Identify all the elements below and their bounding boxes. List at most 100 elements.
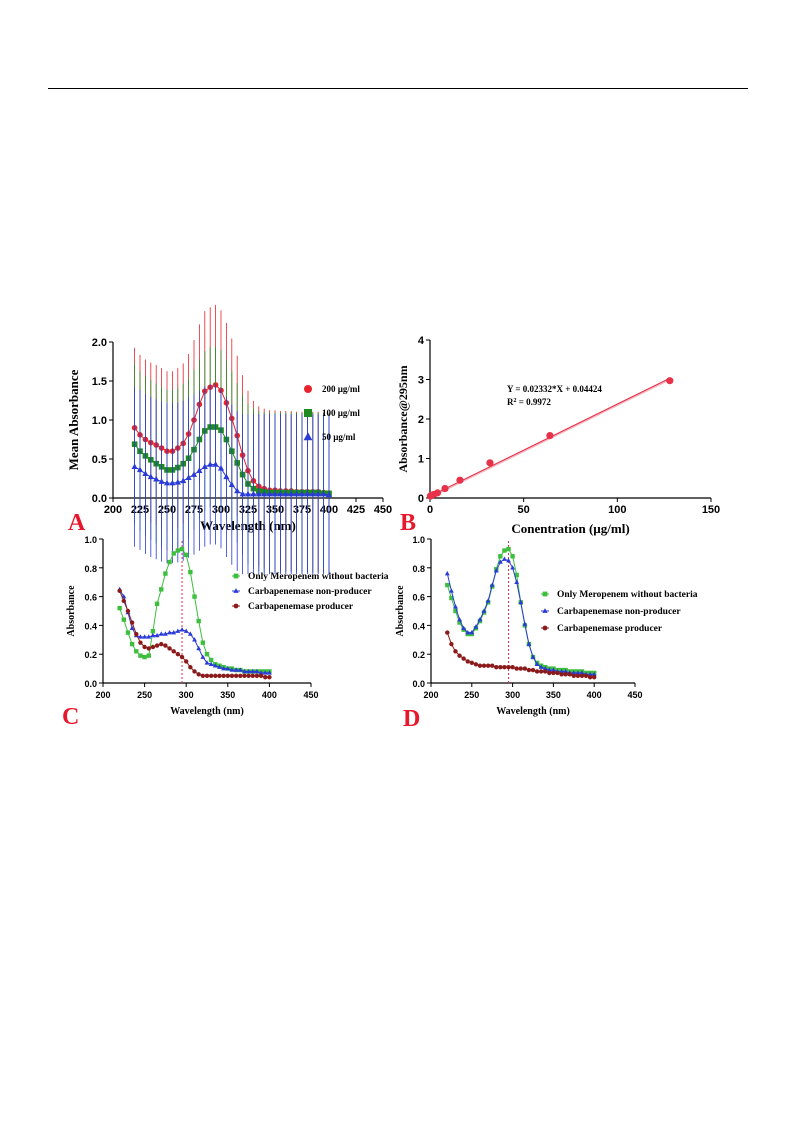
data-point <box>510 565 516 570</box>
data-point <box>200 673 206 678</box>
data-point <box>551 670 556 676</box>
data-point <box>142 470 149 477</box>
data-point <box>217 673 222 678</box>
data-point <box>267 675 272 680</box>
series-data <box>426 377 674 500</box>
y-tick-label: 1.0 <box>412 535 425 545</box>
data-point <box>538 664 544 669</box>
legend-label: Carbapenemase non-producer <box>248 587 372 597</box>
data-point <box>457 617 462 622</box>
legend-label: 200 µg/ml <box>322 384 360 394</box>
data-point <box>271 490 279 497</box>
data-point <box>207 461 214 467</box>
data-point <box>481 608 487 613</box>
data-point <box>473 662 479 667</box>
legend-label: Only Meropenem without bacteria <box>248 572 389 582</box>
y-tick-label: 3 <box>418 375 424 387</box>
legend-marker <box>233 588 239 593</box>
data-point <box>449 595 454 601</box>
data-point <box>263 675 268 680</box>
data-point <box>167 559 172 565</box>
data-point <box>563 672 568 677</box>
x-tick-label: 450 <box>303 690 318 700</box>
data-point <box>180 477 187 484</box>
data-point <box>184 659 189 664</box>
r-squared-label: R2 = 0.9972 <box>507 397 551 407</box>
data-point <box>587 671 593 677</box>
data-point <box>212 461 219 467</box>
data-point <box>477 663 483 668</box>
data-point <box>510 554 515 559</box>
x-axis-label: Conentration (µg/ml) <box>511 521 629 536</box>
panel-letter-c: C <box>62 704 79 730</box>
data-point <box>200 640 206 645</box>
x-axis-label: Wavelength (nm) <box>170 706 244 717</box>
data-point <box>228 481 235 487</box>
data-point <box>469 629 475 635</box>
data-point <box>204 652 210 657</box>
data-point <box>555 670 560 676</box>
data-point <box>494 664 499 670</box>
data-point <box>117 588 122 594</box>
data-point <box>583 673 589 678</box>
x-tick-label: 0 <box>427 504 433 516</box>
data-point <box>162 631 168 636</box>
data-point <box>121 617 126 622</box>
data-point <box>309 490 316 497</box>
legend-label: Carbapenemase non-producer <box>557 607 681 617</box>
x-tick-label: 200 <box>423 690 438 700</box>
data-point <box>138 634 143 639</box>
data-point <box>448 588 454 593</box>
x-tick-label: 150 <box>702 504 720 516</box>
data-point <box>266 490 273 497</box>
data-point <box>591 671 597 677</box>
data-point <box>129 641 135 647</box>
chart-panel-d: 200 250 300 350 400 450 0.0 0.2 0.4 0.6 0.8 1.0 Wave… <box>395 535 698 732</box>
data-point <box>239 490 246 497</box>
data-point <box>169 479 176 486</box>
data-point <box>134 649 139 654</box>
y-axis-label: Absorbance@295nm <box>396 365 410 472</box>
data-point <box>277 490 284 497</box>
data-point <box>142 644 147 650</box>
data-point <box>304 490 311 497</box>
data-point <box>518 666 523 671</box>
data-point <box>179 546 185 552</box>
data-point <box>121 598 127 604</box>
data-point <box>192 594 197 599</box>
data-point <box>146 653 151 658</box>
data-point <box>497 559 503 564</box>
data-point <box>146 646 151 651</box>
data-point <box>134 631 139 637</box>
data-point <box>498 664 503 670</box>
data-point <box>559 672 564 677</box>
data-point <box>481 663 487 668</box>
data-point <box>579 670 585 675</box>
panel-letter-a: A <box>68 510 86 536</box>
data-point <box>461 625 467 631</box>
series-carbapenemase-producer <box>445 630 597 680</box>
data-point <box>456 476 464 484</box>
data-point <box>298 490 306 497</box>
data-point <box>238 673 243 678</box>
data-point <box>485 663 491 668</box>
data-point <box>254 673 260 678</box>
data-point <box>223 473 230 480</box>
data-point <box>493 568 499 573</box>
data-point <box>461 656 466 661</box>
x-tick-label: 300 <box>179 690 194 700</box>
data-point <box>146 634 152 639</box>
data-point <box>138 640 143 645</box>
data-point <box>546 667 552 672</box>
data-point <box>486 459 494 467</box>
data-point <box>125 630 131 635</box>
data-point <box>221 673 226 678</box>
data-point <box>502 664 507 670</box>
data-point <box>453 604 458 609</box>
data-point <box>234 487 241 494</box>
data-point <box>171 629 177 635</box>
data-point <box>445 582 450 588</box>
panel-letter-d: D <box>403 706 420 732</box>
data-point <box>546 431 554 440</box>
